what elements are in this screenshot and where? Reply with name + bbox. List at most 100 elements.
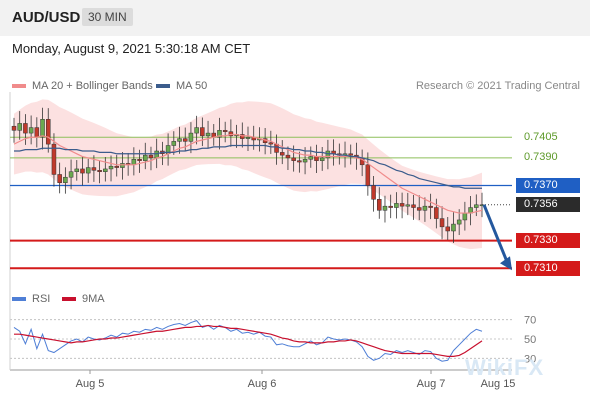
candle-body-18 (114, 165, 119, 168)
candle-body-0 (11, 125, 17, 131)
rsi-line (13, 320, 483, 362)
candle-body-53 (314, 156, 319, 161)
candle-body-2 (23, 123, 28, 134)
candle-body-62 (365, 164, 371, 186)
legend-ma50: MA 50 (156, 80, 207, 92)
currency-pair: AUD/USD (12, 9, 81, 26)
timestamp: Monday, August 9, 2021 5:30:18 AM CET (12, 41, 251, 56)
candle-body-7 (51, 143, 57, 175)
candle-body-25 (154, 150, 159, 159)
watermark: WikiFX (465, 355, 545, 380)
candle-body-77 (451, 223, 456, 232)
candle-body-66 (388, 205, 393, 208)
forecast-arrow-line (482, 204, 510, 265)
candle-body-48 (285, 154, 291, 159)
legend-ma50-label: MA 50 (176, 80, 208, 92)
candle-body-17 (108, 165, 114, 170)
candle-body-41 (245, 136, 251, 139)
candle-body-23 (143, 154, 148, 161)
ma50-line (14, 144, 482, 189)
chart-header: AUD/USD 30 MIN (0, 0, 590, 36)
x-tick-label-1: Aug 6 (248, 378, 277, 390)
bollinger-band (14, 99, 482, 250)
candle-body-75 (439, 218, 445, 228)
legend-rsi-label: RSI (32, 293, 51, 305)
candle-body-33 (200, 127, 205, 137)
candle-body-73 (428, 205, 433, 208)
candle-body-9 (63, 176, 68, 183)
forecast-arrow-head (500, 256, 512, 271)
candle-body-68 (399, 203, 405, 207)
candle-body-34 (205, 132, 211, 137)
candle-body-78 (456, 219, 462, 225)
rsi-swatch (12, 297, 26, 301)
candle-body-64 (377, 199, 382, 211)
legend-ma9: 9MA (62, 293, 105, 305)
candle-body-32 (194, 127, 199, 134)
candle-body-52 (308, 156, 314, 160)
legend-ma20: MA 20 + Bollinger Bands (12, 80, 153, 92)
research-credit: Research © 2021 Trading Central (415, 80, 580, 92)
candle-body-4 (34, 127, 40, 138)
ma50-swatch (156, 84, 170, 88)
candle-body-81 (474, 204, 479, 208)
candle-body-45 (268, 142, 274, 145)
candle-body-65 (382, 205, 388, 211)
candle-body-36 (217, 130, 222, 138)
candle-body-24 (148, 154, 154, 159)
candle-body-19 (120, 163, 125, 168)
candle-body-63 (371, 185, 376, 200)
candle-body-3 (28, 127, 34, 134)
candle-body-72 (422, 205, 428, 211)
ma20-line (13, 133, 483, 214)
level-label-4: 0.7330 (516, 233, 580, 249)
candle-body-1 (17, 123, 22, 131)
candle-body-29 (177, 138, 182, 142)
level-label-5: 0.7310 (516, 260, 580, 276)
candle-body-16 (103, 168, 108, 172)
candle-body-15 (97, 170, 102, 172)
candle-body-59 (348, 153, 353, 156)
candle-body-71 (416, 207, 422, 211)
candle-body-31 (188, 132, 194, 142)
candle-body-74 (434, 207, 439, 219)
candle-body-76 (445, 226, 451, 232)
legend-rsi: RSI (12, 293, 50, 305)
rsi-tick-1: 50 (524, 334, 536, 346)
candle-body-54 (319, 157, 325, 161)
candle-body-69 (405, 204, 411, 207)
candle-body-11 (74, 168, 80, 172)
x-tick-label-2: Aug 7 (417, 378, 446, 390)
candle-body-38 (228, 131, 234, 137)
candle-body-47 (279, 152, 285, 156)
candle-body-67 (394, 203, 399, 208)
candle-body-28 (171, 141, 177, 146)
candle-body-55 (325, 150, 331, 159)
rsi-tick-2: 30 (524, 353, 536, 365)
level-label-3: 0.7356 (516, 197, 580, 213)
ma9-line (14, 324, 483, 357)
candle-body-10 (68, 171, 74, 178)
rsi-tick-0: 70 (524, 315, 536, 327)
candle-body-50 (297, 160, 302, 163)
candle-body-30 (182, 138, 188, 142)
candle-body-51 (302, 159, 308, 163)
ma9-swatch (62, 297, 76, 301)
candle-body-40 (240, 134, 245, 139)
candle-body-5 (40, 119, 45, 138)
candle-body-70 (411, 204, 416, 208)
timeframe-badge[interactable]: 30 MIN (82, 8, 133, 26)
candle-body-12 (80, 168, 85, 174)
ma20-swatch (12, 84, 26, 88)
level-label-2: 0.7370 (516, 177, 580, 193)
candle-body-8 (57, 174, 62, 183)
candle-body-13 (85, 167, 91, 174)
candle-body-49 (291, 157, 296, 161)
x-tick-label-3: Aug 15 (481, 378, 516, 390)
candle-body-22 (137, 159, 142, 161)
candle-body-37 (222, 130, 228, 132)
level-label-0: 0.7405 (524, 130, 558, 143)
x-tick-label-0: Aug 5 (76, 378, 105, 390)
legend-ma9-label: 9MA (82, 293, 105, 305)
